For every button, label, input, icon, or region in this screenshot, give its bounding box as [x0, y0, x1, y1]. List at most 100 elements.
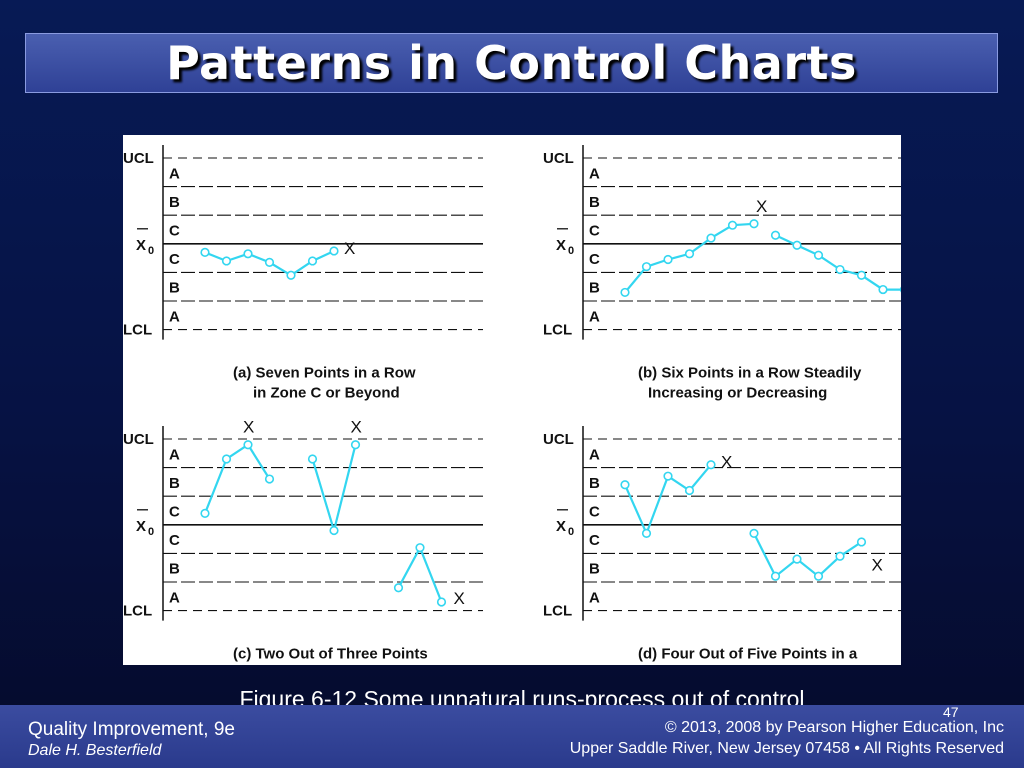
data-point — [350, 440, 361, 450]
chart-caption: (b) Six Points in a Row Steadily — [638, 365, 862, 382]
center-label: X — [136, 518, 146, 535]
data-point — [221, 454, 232, 464]
data-point — [264, 474, 275, 484]
footer-author: Dale H. Besterfield — [28, 742, 162, 759]
series-segment — [753, 532, 863, 579]
lcl-label: LCL — [543, 603, 572, 620]
data-point — [663, 471, 673, 481]
chart-caption: (c) Two Out of Three Points — [233, 646, 428, 663]
data-point — [835, 551, 845, 561]
zone-label-b: B — [589, 561, 600, 578]
slide-title: Patterns in Control Charts — [166, 36, 857, 90]
data-point — [286, 270, 296, 280]
data-point — [684, 249, 695, 259]
data-point — [792, 554, 802, 564]
data-point — [663, 254, 673, 265]
data-point — [684, 485, 695, 496]
data-point — [770, 571, 781, 581]
data-point — [221, 256, 232, 266]
out-of-control-marker: X — [344, 239, 355, 258]
out-of-control-marker: X — [872, 556, 883, 575]
out-of-control-marker: X — [454, 589, 465, 608]
out-of-control-marker: X — [243, 418, 254, 437]
slide-number: 47 — [943, 704, 959, 720]
figure-panel: UCL LCL X 0 A B C C B A X (a) Seven Points in a Row… — [123, 135, 901, 665]
data-point — [835, 264, 845, 275]
zone-label-b: B — [169, 280, 180, 297]
chart-caption: in Zone C or Beyond — [253, 385, 400, 402]
lcl-label: LCL — [543, 322, 572, 339]
data-point — [307, 256, 318, 266]
out-of-control-marker: X — [756, 197, 767, 216]
chart-caption: (a) Seven Points in a Row — [233, 365, 416, 382]
footer-copyright: © 2013, 2008 by Pearson Higher Education… — [664, 719, 1004, 736]
footer-address: Upper Saddle River, New Jersey 07458 • A… — [569, 740, 1004, 757]
zone-label-c: C — [589, 251, 600, 268]
ucl-label: UCL — [543, 150, 574, 167]
data-point — [856, 270, 867, 280]
data-point — [620, 480, 630, 490]
data-point — [813, 250, 824, 260]
center-subscript: 0 — [568, 526, 574, 538]
zone-label-c: C — [589, 532, 600, 549]
zone-label-c: C — [169, 532, 180, 549]
center-subscript: 0 — [568, 245, 574, 257]
lcl-label: LCL — [123, 603, 152, 620]
data-point — [727, 220, 738, 230]
zone-label-a: A — [169, 308, 180, 325]
data-point — [641, 262, 652, 272]
zone-label-b: B — [169, 561, 180, 578]
title-bar: Patterns in Control Charts — [25, 33, 998, 93]
center-subscript: 0 — [148, 526, 154, 538]
data-point — [620, 287, 630, 298]
zone-label-c: C — [169, 251, 180, 268]
data-point — [307, 454, 318, 464]
zone-label-a: A — [169, 446, 180, 463]
center-subscript: 0 — [148, 245, 154, 257]
data-point — [243, 440, 253, 450]
data-point — [706, 233, 716, 243]
data-point — [329, 525, 339, 536]
zone-label-a: A — [589, 165, 600, 182]
data-point — [641, 528, 652, 538]
ucl-label: UCL — [123, 150, 154, 167]
zone-label-b: B — [169, 475, 180, 492]
footer-book-title: Quality Improvement, 9e — [28, 719, 235, 740]
zone-label-b: B — [589, 280, 600, 297]
data-point — [415, 543, 425, 553]
data-point — [749, 528, 759, 538]
chart-caption: (d) Four Out of Five Points in a — [638, 646, 858, 663]
out-of-control-marker: X — [351, 418, 362, 437]
data-point — [706, 460, 716, 470]
out-of-control-marker: X — [721, 453, 732, 472]
data-point — [813, 571, 824, 581]
zone-label-c: C — [169, 223, 180, 240]
data-point — [200, 508, 210, 518]
data-point — [200, 247, 210, 257]
zone-label-b: B — [589, 194, 600, 211]
ucl-label: UCL — [543, 431, 574, 448]
lcl-label: LCL — [123, 322, 152, 339]
center-label: X — [556, 237, 566, 254]
ucl-label: UCL — [123, 431, 154, 448]
zone-label-a: A — [589, 589, 600, 606]
data-point — [264, 257, 275, 267]
data-point — [770, 230, 781, 240]
series-segment — [397, 545, 443, 603]
series-segment — [203, 443, 271, 514]
zone-label-a: A — [169, 589, 180, 606]
zone-label-a: A — [589, 308, 600, 325]
zone-label-a: A — [589, 446, 600, 463]
center-label: X — [136, 237, 146, 254]
zone-label-c: C — [589, 223, 600, 240]
data-point — [792, 240, 802, 250]
data-point — [329, 246, 339, 256]
data-point — [393, 583, 404, 593]
data-point — [243, 249, 253, 259]
data-point — [749, 219, 759, 229]
data-point — [856, 537, 867, 547]
